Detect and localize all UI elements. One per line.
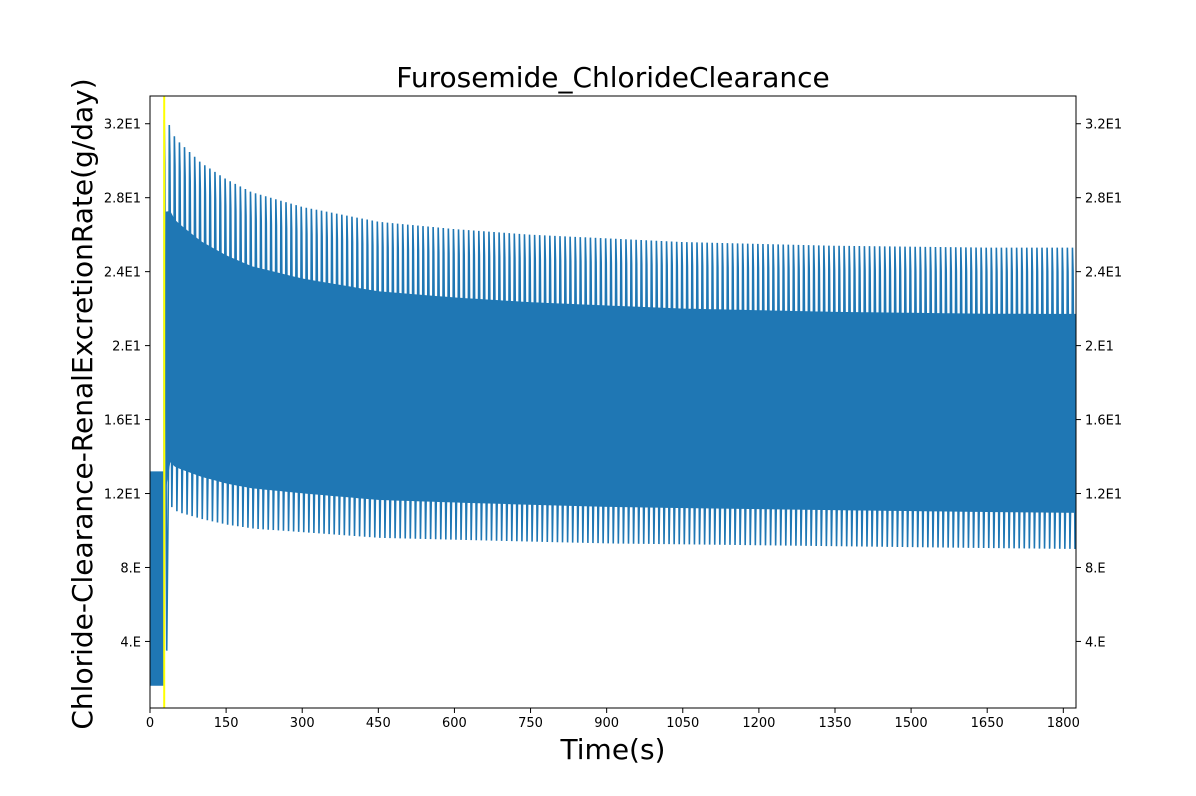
x-tick-label: 1800 bbox=[1047, 716, 1080, 731]
y-axis-label: Chloride-Clearance-RenalExcretionRate(g/… bbox=[66, 78, 99, 729]
x-tick-label: 600 bbox=[442, 716, 467, 731]
y-tick-label-right: 3.2E1 bbox=[1085, 118, 1122, 133]
y-tick-label-left: 3.2E1 bbox=[104, 118, 141, 133]
plot-frame bbox=[149, 95, 1077, 709]
y-tick-label-right: 8.E bbox=[1085, 561, 1106, 576]
series-band bbox=[165, 210, 1076, 513]
y-tick-label-left: 1.2E1 bbox=[104, 488, 141, 503]
x-tick-label: 1350 bbox=[818, 716, 851, 731]
x-tick-label: 1200 bbox=[742, 716, 775, 731]
x-tick-label: 1500 bbox=[895, 716, 928, 731]
y-tick-label-left: 2.4E1 bbox=[104, 266, 141, 281]
y-tick-label-left: 8.E bbox=[120, 561, 141, 576]
x-tick-label: 450 bbox=[366, 716, 391, 731]
y-tick-label-right: 1.2E1 bbox=[1085, 488, 1122, 503]
x-axis-label: Time(s) bbox=[560, 733, 666, 766]
x-tick-label: 150 bbox=[214, 716, 239, 731]
x-tick-label: 0 bbox=[146, 716, 154, 731]
chart-title: Furosemide_ChlorideClearance bbox=[396, 61, 829, 94]
y-tick-label-right: 4.E bbox=[1085, 635, 1106, 650]
y-axis-ticks-left: 4.E 8.E 1.2E1 1.6E1 2.E1 2.4E1 2.8E1 3.2E1 bbox=[104, 118, 150, 650]
y-tick-label-right: 2.4E1 bbox=[1085, 266, 1122, 281]
y-axis-ticks-right: 4.E 8.E 1.2E1 1.6E1 2.E1 2.4E1 2.8E1 3.2E1 bbox=[1076, 118, 1122, 650]
y-tick-label-left: 1.6E1 bbox=[104, 414, 141, 429]
x-tick-label: 1050 bbox=[666, 716, 699, 731]
plot-area bbox=[150, 96, 1076, 708]
x-tick-label: 900 bbox=[594, 716, 619, 731]
x-tick-label: 1650 bbox=[971, 716, 1004, 731]
y-tick-label-right: 2.E1 bbox=[1085, 340, 1114, 355]
x-axis-ticks: 0 150 300 450 600 750 900 1050 1200 1350 1500 1650 1… bbox=[146, 708, 1080, 731]
y-tick-label-left: 4.E bbox=[120, 635, 141, 650]
x-tick-label: 750 bbox=[518, 716, 543, 731]
y-tick-label-left: 2.E1 bbox=[112, 340, 141, 355]
y-tick-label-right: 1.6E1 bbox=[1085, 414, 1122, 429]
y-tick-label-left: 2.8E1 bbox=[104, 192, 141, 207]
y-tick-label-right: 2.8E1 bbox=[1085, 192, 1122, 207]
x-tick-label: 300 bbox=[290, 716, 315, 731]
